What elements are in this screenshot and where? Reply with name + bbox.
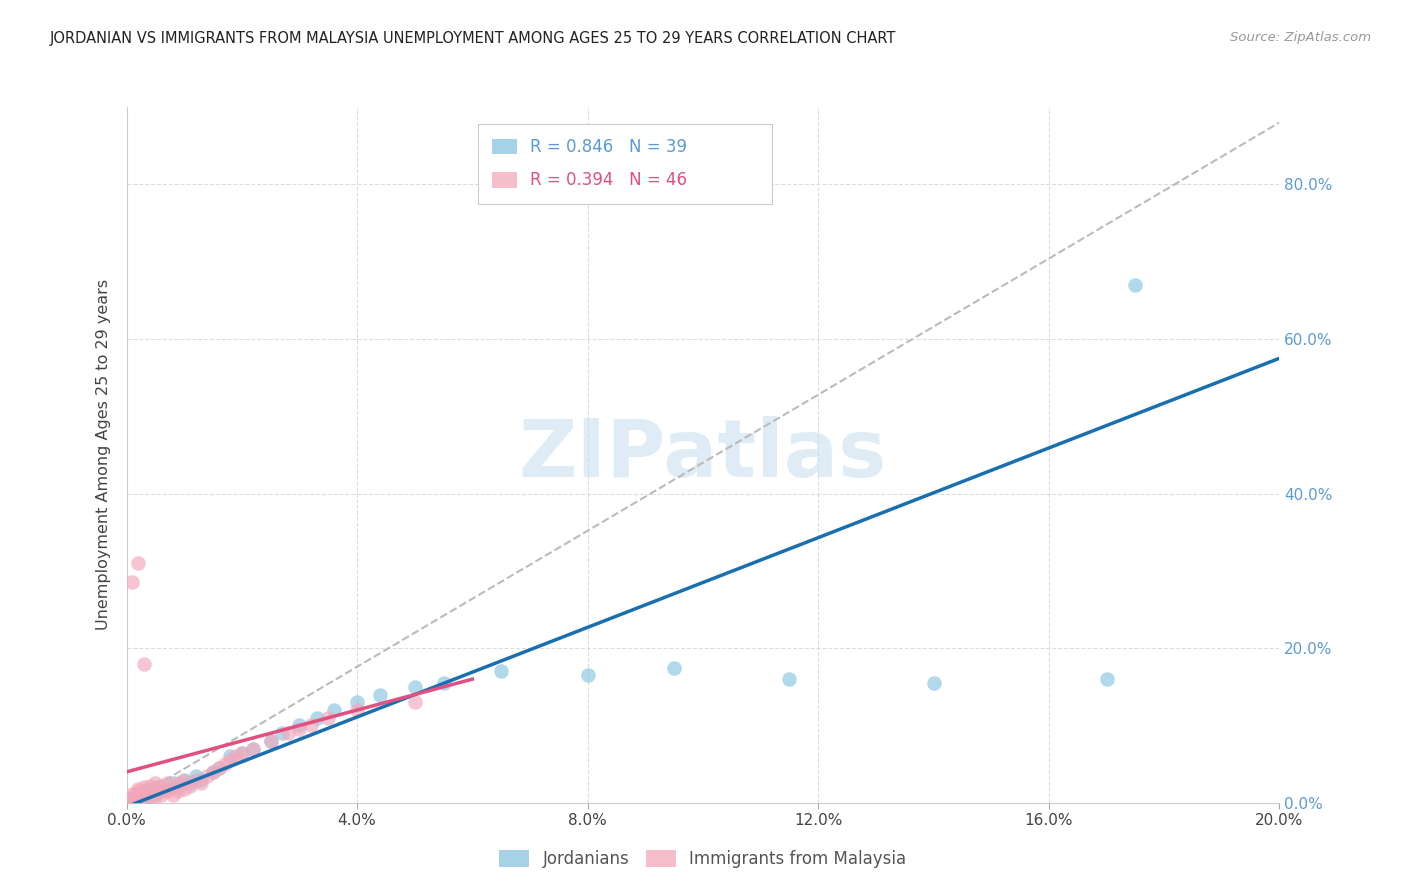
Jordanians <box>323 703 346 717</box>
Immigrants from Malaysia <box>346 703 368 717</box>
Jordanians <box>259 734 281 748</box>
Jordanians <box>271 726 294 740</box>
Immigrants from Malaysia <box>145 776 166 790</box>
Jordanians <box>145 780 166 795</box>
Immigrants from Malaysia <box>127 781 149 796</box>
Jordanians <box>1095 672 1118 686</box>
Immigrants from Malaysia <box>288 723 311 737</box>
Jordanians <box>368 688 391 702</box>
Immigrants from Malaysia <box>127 788 149 802</box>
Jordanians <box>922 676 945 690</box>
Jordanians <box>179 776 201 790</box>
Jordanians <box>121 792 143 806</box>
Immigrants from Malaysia <box>121 575 143 590</box>
Immigrants from Malaysia <box>132 780 155 795</box>
Text: R = 0.846   N = 39: R = 0.846 N = 39 <box>530 137 688 156</box>
Immigrants from Malaysia <box>132 789 155 804</box>
Immigrants from Malaysia <box>138 779 160 793</box>
Immigrants from Malaysia <box>179 779 201 793</box>
Immigrants from Malaysia <box>121 789 143 804</box>
Jordanians <box>208 761 231 775</box>
Jordanians <box>138 789 160 804</box>
Immigrants from Malaysia <box>167 776 190 790</box>
Jordanians <box>433 676 456 690</box>
Jordanians <box>305 711 328 725</box>
FancyBboxPatch shape <box>492 172 517 187</box>
Jordanians <box>184 769 207 783</box>
Immigrants from Malaysia <box>127 556 149 570</box>
Jordanians <box>132 784 155 798</box>
Jordanians <box>190 772 212 787</box>
FancyBboxPatch shape <box>478 124 772 204</box>
Immigrants from Malaysia <box>138 784 160 798</box>
Immigrants from Malaysia <box>195 769 218 783</box>
Jordanians <box>346 695 368 709</box>
Text: JORDANIAN VS IMMIGRANTS FROM MALAYSIA UNEMPLOYMENT AMONG AGES 25 TO 29 YEARS COR: JORDANIAN VS IMMIGRANTS FROM MALAYSIA UN… <box>49 31 896 46</box>
Immigrants from Malaysia <box>173 781 195 796</box>
Immigrants from Malaysia <box>225 749 247 764</box>
Immigrants from Malaysia <box>138 788 160 802</box>
Immigrants from Malaysia <box>150 788 173 802</box>
Immigrants from Malaysia <box>277 726 299 740</box>
Immigrants from Malaysia <box>145 784 166 798</box>
Jordanians <box>576 668 599 682</box>
Immigrants from Malaysia <box>173 774 195 789</box>
Immigrants from Malaysia <box>190 776 212 790</box>
Jordanians <box>1123 277 1146 292</box>
Immigrants from Malaysia <box>208 761 231 775</box>
Jordanians <box>127 787 149 801</box>
Immigrants from Malaysia <box>318 711 340 725</box>
Immigrants from Malaysia <box>132 657 155 671</box>
Immigrants from Malaysia <box>231 746 253 760</box>
Immigrants from Malaysia <box>121 787 143 801</box>
Immigrants from Malaysia <box>127 784 149 798</box>
Jordanians <box>779 672 801 686</box>
Immigrants from Malaysia <box>404 695 426 709</box>
Jordanians <box>127 789 149 804</box>
Jordanians <box>231 746 253 760</box>
Jordanians <box>664 660 686 674</box>
Jordanians <box>138 781 160 796</box>
Immigrants from Malaysia <box>162 780 184 795</box>
Jordanians <box>173 772 195 787</box>
Immigrants from Malaysia <box>202 764 225 779</box>
Immigrants from Malaysia <box>242 741 264 756</box>
Jordanians <box>489 665 512 679</box>
Jordanians <box>150 784 173 798</box>
Immigrants from Malaysia <box>167 784 190 798</box>
Jordanians <box>404 680 426 694</box>
Immigrants from Malaysia <box>259 734 281 748</box>
Text: R = 0.394   N = 46: R = 0.394 N = 46 <box>530 171 688 189</box>
Immigrants from Malaysia <box>121 792 143 806</box>
Jordanians <box>167 780 190 795</box>
Immigrants from Malaysia <box>132 787 155 801</box>
Immigrants from Malaysia <box>150 780 173 795</box>
Jordanians <box>150 779 173 793</box>
Y-axis label: Unemployment Among Ages 25 to 29 years: Unemployment Among Ages 25 to 29 years <box>96 279 111 631</box>
Jordanians <box>219 749 242 764</box>
Legend: Jordanians, Immigrants from Malaysia: Jordanians, Immigrants from Malaysia <box>492 843 914 874</box>
Jordanians <box>156 781 179 796</box>
Jordanians <box>202 764 225 779</box>
Jordanians <box>162 776 184 790</box>
Jordanians <box>145 787 166 801</box>
Immigrants from Malaysia <box>162 788 184 802</box>
Jordanians <box>132 788 155 802</box>
Immigrants from Malaysia <box>156 776 179 790</box>
Immigrants from Malaysia <box>145 789 166 804</box>
Text: Source: ZipAtlas.com: Source: ZipAtlas.com <box>1230 31 1371 45</box>
Immigrants from Malaysia <box>299 718 322 732</box>
Immigrants from Malaysia <box>214 757 236 772</box>
Immigrants from Malaysia <box>156 784 179 798</box>
Jordanians <box>242 741 264 756</box>
Jordanians <box>288 718 311 732</box>
Immigrants from Malaysia <box>219 753 242 767</box>
FancyBboxPatch shape <box>492 139 517 154</box>
Immigrants from Malaysia <box>184 772 207 787</box>
Text: ZIPatlas: ZIPatlas <box>519 416 887 494</box>
